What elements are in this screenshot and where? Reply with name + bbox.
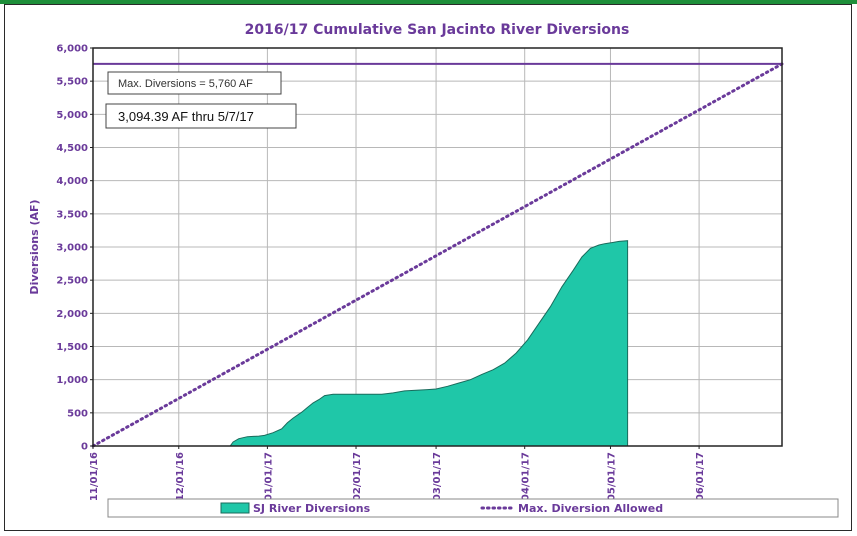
legend: SJ River Diversions Max. Diversion Allow… — [107, 498, 839, 518]
y-tick-label: 3,500 — [56, 209, 88, 220]
legend-label-max-diversion-allowed: Max. Diversion Allowed — [518, 502, 663, 515]
chart-title: 2016/17 Cumulative San Jacinto River Div… — [245, 22, 630, 38]
y-tick-label: 1,500 — [56, 342, 88, 353]
legend-box — [107, 498, 839, 518]
x-tick-label: 05/01/17 — [606, 452, 617, 501]
annotation-total-diversions: 3,094.39 AF thru 5/7/17 — [105, 103, 297, 129]
y-tick-label: 1,000 — [56, 375, 88, 386]
annotation-max-diversions: Max. Diversions = 5,760 AF — [107, 71, 282, 95]
legend-label-sj-river-diversions: SJ River Diversions — [253, 502, 371, 515]
y-tick-label: 4,000 — [56, 176, 88, 187]
annotation-total-diversions-box — [105, 103, 297, 129]
y-axis-ticks: 0 500 1,000 1,500 2,000 2,500 3,000 3,500 4,000 4… — [56, 44, 93, 453]
annotation-max-diversions-text: Max. Diversions = 5,760 AF — [118, 78, 253, 90]
series-max-diversion-allowed-line — [91, 62, 784, 448]
annotation-total-diversions-text: 3,094.39 AF thru 5/7/17 — [118, 109, 254, 124]
x-tick-label: 01/01/17 — [263, 452, 274, 501]
y-axis-label: Diversions (AF) — [28, 199, 41, 294]
x-tick-label: 04/01/17 — [521, 452, 532, 501]
y-tick-label: 0 — [81, 442, 88, 453]
y-tick-label: 5,000 — [56, 110, 88, 121]
y-tick-label: 500 — [67, 408, 88, 419]
x-tick-label: 06/01/17 — [695, 452, 706, 501]
x-tick-label: 11/01/16 — [89, 452, 100, 501]
x-tick-label: 12/01/16 — [175, 452, 186, 501]
y-tick-label: 2,500 — [56, 276, 88, 287]
y-tick-label: 3,000 — [56, 243, 88, 254]
x-tick-label: 02/01/17 — [352, 452, 363, 501]
y-tick-label: 5,500 — [56, 77, 88, 88]
legend-swatch-sj-river-diversions — [220, 502, 250, 514]
line-series-layer — [91, 62, 784, 448]
area-series-layer — [229, 240, 629, 447]
series-sj-river-diversions-area — [229, 240, 629, 447]
y-tick-label: 6,000 — [56, 44, 88, 55]
x-tick-label: 03/01/17 — [432, 452, 443, 501]
annotation-max-diversions-box — [107, 71, 282, 95]
y-tick-label: 2,000 — [56, 309, 88, 320]
top-accent-bar — [0, 0, 857, 4]
y-tick-label: 4,500 — [56, 143, 88, 154]
x-axis-ticks: 11/01/16 12/01/16 01/01/17 02/01/17 03/01/17… — [89, 446, 706, 501]
